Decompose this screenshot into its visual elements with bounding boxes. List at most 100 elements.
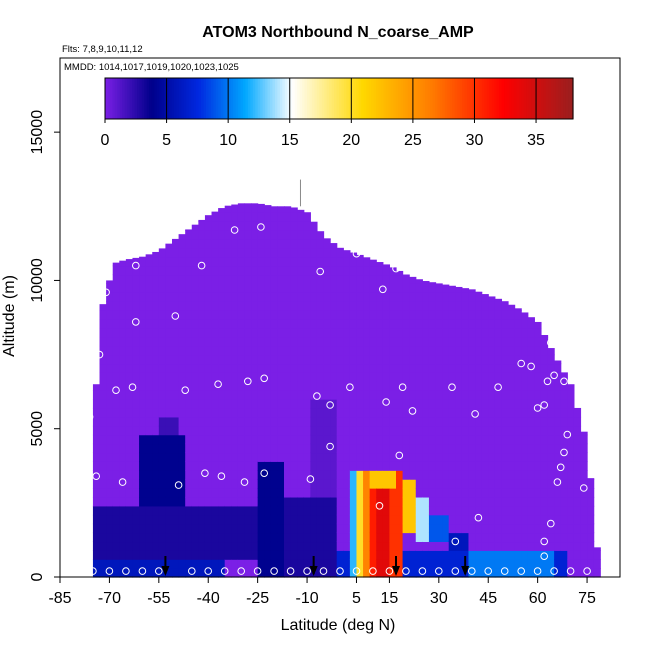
heatmap-cell [455,354,463,365]
heatmap-cell [191,559,199,569]
heatmap-cell [145,443,153,454]
heatmap-cell [363,407,371,418]
heatmap-cell [303,416,311,427]
heatmap-cell [376,262,384,267]
heatmap-cell [356,443,364,454]
heatmap-cell [264,310,272,320]
heatmap-cell [547,452,555,462]
heatmap-cell [224,514,232,525]
heatmap-cell [402,292,410,302]
heatmap-cell [369,461,377,471]
heatmap-cell [409,425,417,436]
heatmap-cell [573,532,582,543]
heatmap-cell [152,425,160,436]
sample-point [122,567,130,575]
heatmap-cell [303,336,311,347]
heatmap-cell [363,318,371,329]
heatmap-cell [475,470,483,480]
heatmap-cell [494,407,503,418]
heatmap-cell [409,310,417,320]
heatmap-cell [132,568,140,578]
heatmap-cell [145,336,153,347]
heatmap-cell [237,559,246,569]
colorbar-segment [457,78,461,119]
heatmap-cell [224,230,232,240]
heatmap-cell [468,523,476,534]
heatmap-cell [560,568,568,578]
heatmap-cell [211,559,219,569]
heatmap-cell [508,452,516,462]
heatmap-cell [224,345,232,356]
heatmap-cell [488,407,496,418]
heatmap-cell [231,283,239,293]
colorbar-segment [536,78,540,119]
heatmap-cell [349,452,358,462]
heatmap-cell [508,505,516,516]
heatmap-cell [303,301,311,311]
heatmap-cell [158,283,167,293]
heatmap-cell [211,568,219,578]
heatmap-cell [481,416,489,427]
heatmap-cell [297,470,305,480]
heatmap-cell [218,274,226,284]
heatmap-cell [389,541,397,551]
heatmap-cell [270,523,279,534]
heatmap-cell [290,301,298,311]
heatmap-cell [231,310,239,320]
heatmap-cell [587,479,595,489]
heatmap-cell [290,230,298,240]
heatmap-cell [277,568,285,578]
heatmap-cell [560,488,568,498]
heatmap-cell [567,461,575,471]
heatmap-cell [224,532,232,543]
heatmap-cell [540,532,549,543]
heatmap-cell [481,559,489,569]
heatmap-cell [468,514,476,525]
heatmap-cell [99,399,107,409]
heatmap-cell [540,354,549,365]
heatmap-cell [343,479,351,489]
heatmap-cell [191,532,199,543]
heatmap-cell [415,292,423,302]
heatmap-cell [270,407,279,418]
x-tick-label: -70 [98,590,121,607]
heatmap-cell [409,372,417,382]
sample-point [181,386,189,395]
heatmap-cell [336,310,344,320]
heatmap-cell [363,336,371,347]
colorbar-segment [213,78,217,119]
heatmap-cell [185,336,193,347]
colorbar-segment [304,78,308,119]
heatmap-cell [343,452,351,462]
heatmap-cell [534,416,542,427]
heatmap-cell [178,541,186,551]
heatmap-cell [534,434,542,445]
heatmap-cell [415,559,423,569]
heatmap-cell [349,532,358,543]
heatmap-cell [461,479,470,489]
heatmap-cell [290,238,298,249]
heatmap-cell [554,390,562,400]
heatmap-cell [415,372,423,382]
heatmap-cell [330,283,338,293]
sample-point [326,401,334,409]
heatmap-cell [428,479,437,489]
heatmap-cell [481,541,489,551]
heatmap-cell [251,336,259,347]
heatmap-cell [310,470,318,480]
heatmap-cell [396,523,404,534]
heatmap-cell [356,550,364,560]
heatmap-cell [185,363,193,373]
heatmap-cell [527,541,535,551]
heatmap-cell [264,532,272,543]
sample-point [319,567,328,575]
heatmap-cell [297,310,305,320]
heatmap-cell [244,443,252,454]
heatmap-cell [349,363,358,373]
heatmap-cell [514,452,522,462]
heatmap-cell [316,434,325,445]
heatmap-cell [527,372,535,382]
heatmap-cell [422,318,430,329]
heatmap-cell [224,461,232,471]
